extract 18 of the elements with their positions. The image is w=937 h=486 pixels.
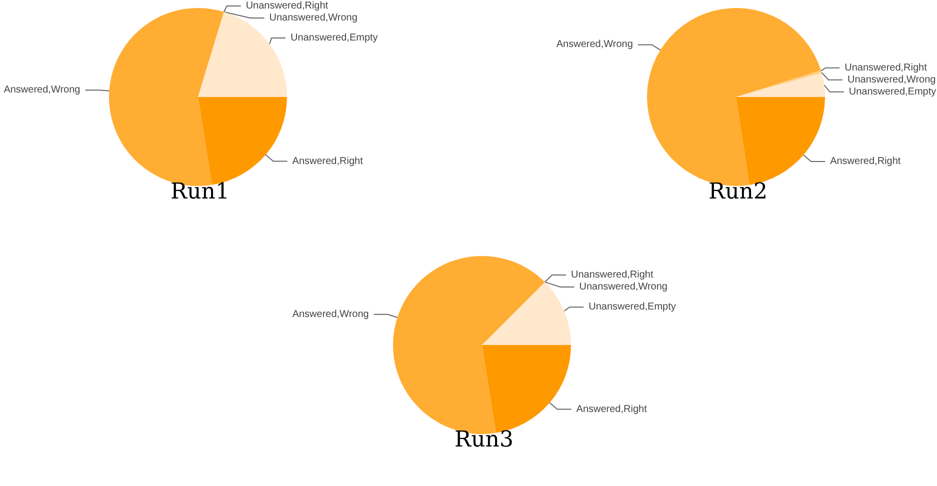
legend-label: Unanswered,Right <box>571 269 654 280</box>
text: Run3 <box>454 428 514 452</box>
slice-label: Answered,Right <box>830 156 901 168</box>
slice-label: Answered,Right <box>292 156 364 167</box>
slice-label: Unanswered,Wrong <box>848 74 936 86</box>
legend-label: Unanswered,Right <box>246 0 328 12</box>
legend-label: Unanswered,Wrong <box>579 281 668 292</box>
slice-label: Answered,Wrong <box>292 308 369 320</box>
slice-label: Answered,Right <box>576 404 648 415</box>
slice-label: Unanswered,Empty <box>848 86 936 98</box>
slice-label: Answered,Wrong <box>4 84 80 96</box>
text: Run2 <box>708 180 768 204</box>
text: Run1 <box>170 180 230 204</box>
slice-label: Unanswered,Empty <box>290 32 378 44</box>
slice-label: Unanswered,Empty <box>588 302 676 313</box>
slice-label: Unanswered,Right <box>844 62 928 74</box>
slice-label: Answered,Wrong <box>556 39 633 50</box>
legend-label: Unanswered,Wrong <box>269 12 358 24</box>
